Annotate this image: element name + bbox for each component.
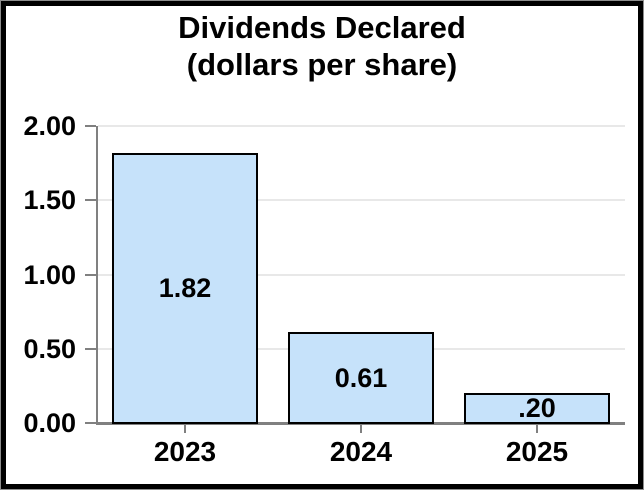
chart-title-line1: Dividends Declared (178, 10, 466, 45)
x-axis-label-2024: 2024 (329, 436, 393, 467)
y-axis-line (96, 126, 98, 425)
bar-2025: .20 (464, 393, 610, 424)
y-axis-tick (85, 422, 96, 424)
bar-value-label: 1.82 (158, 273, 212, 303)
bar-2023: 1.82 (112, 153, 258, 424)
bar-value-label: .20 (518, 393, 556, 423)
x-axis-tick (360, 425, 362, 433)
x-axis-label-2025: 2025 (505, 436, 569, 467)
y-axis-label: 1.50 (23, 185, 76, 215)
y-axis-label: 0.00 (23, 408, 76, 438)
gridline (98, 199, 625, 201)
y-axis-tick (85, 125, 96, 127)
y-axis-label: 1.00 (23, 260, 76, 290)
bar-2024: 0.61 (288, 332, 434, 424)
y-axis-tick (85, 348, 96, 350)
chart-title-line2: (dollars per share) (186, 47, 458, 82)
y-axis-label: 2.00 (23, 111, 76, 141)
gridline (98, 125, 625, 127)
y-axis-tick (85, 199, 96, 201)
bar-value-label: 0.61 (334, 362, 388, 393)
chart-title: Dividends Declared (dollars per share) (0, 9, 644, 83)
x-axis-tick (536, 425, 538, 433)
y-axis-label: 0.50 (23, 334, 76, 364)
x-axis-label-2023: 2023 (153, 436, 217, 467)
x-axis-tick (184, 425, 186, 433)
gridline (98, 274, 625, 276)
y-axis-tick (85, 274, 96, 276)
